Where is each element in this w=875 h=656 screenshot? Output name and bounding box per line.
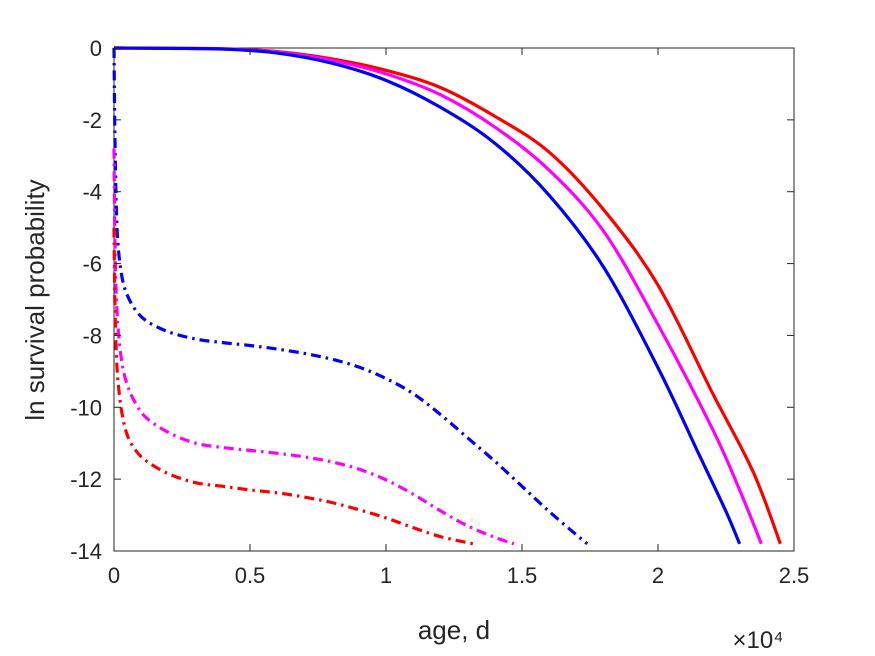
ticks-layer: 0 0.5 1 1.5 2 2.5 0 -2 -4 -6 -8 -10 -12 -14 xyxy=(70,36,809,588)
x-tick-label: 2 xyxy=(652,563,664,588)
y-tick-label: -12 xyxy=(70,467,102,492)
x-axis-title: age, d xyxy=(418,615,490,645)
y-tick-label: -6 xyxy=(82,252,102,277)
y-axis-title: ln survival probability xyxy=(20,179,50,420)
y-tick-label: -4 xyxy=(82,180,102,205)
series-layer xyxy=(112,46,782,546)
y-tick-label: 0 xyxy=(90,36,102,61)
dashdot-series-line-3 xyxy=(112,47,589,546)
x-tick-label: 2.5 xyxy=(779,563,810,588)
solid-series-line-2 xyxy=(113,46,742,545)
y-tick-label: -2 xyxy=(82,108,102,133)
dashdot-series-line-4 xyxy=(112,148,515,546)
x-tick-label: 0 xyxy=(108,563,120,588)
plot-area-frame xyxy=(113,47,795,552)
y-tick-label: -8 xyxy=(82,323,102,348)
x-tick-label: 1 xyxy=(380,563,392,588)
y-tick-label: -10 xyxy=(70,395,102,420)
x-axis-exponent-label: ×10⁴ xyxy=(732,627,783,654)
x-tick-label: 1.5 xyxy=(507,563,538,588)
y-tick-label: -14 xyxy=(70,539,102,564)
x-tick-label: 0.5 xyxy=(235,563,266,588)
